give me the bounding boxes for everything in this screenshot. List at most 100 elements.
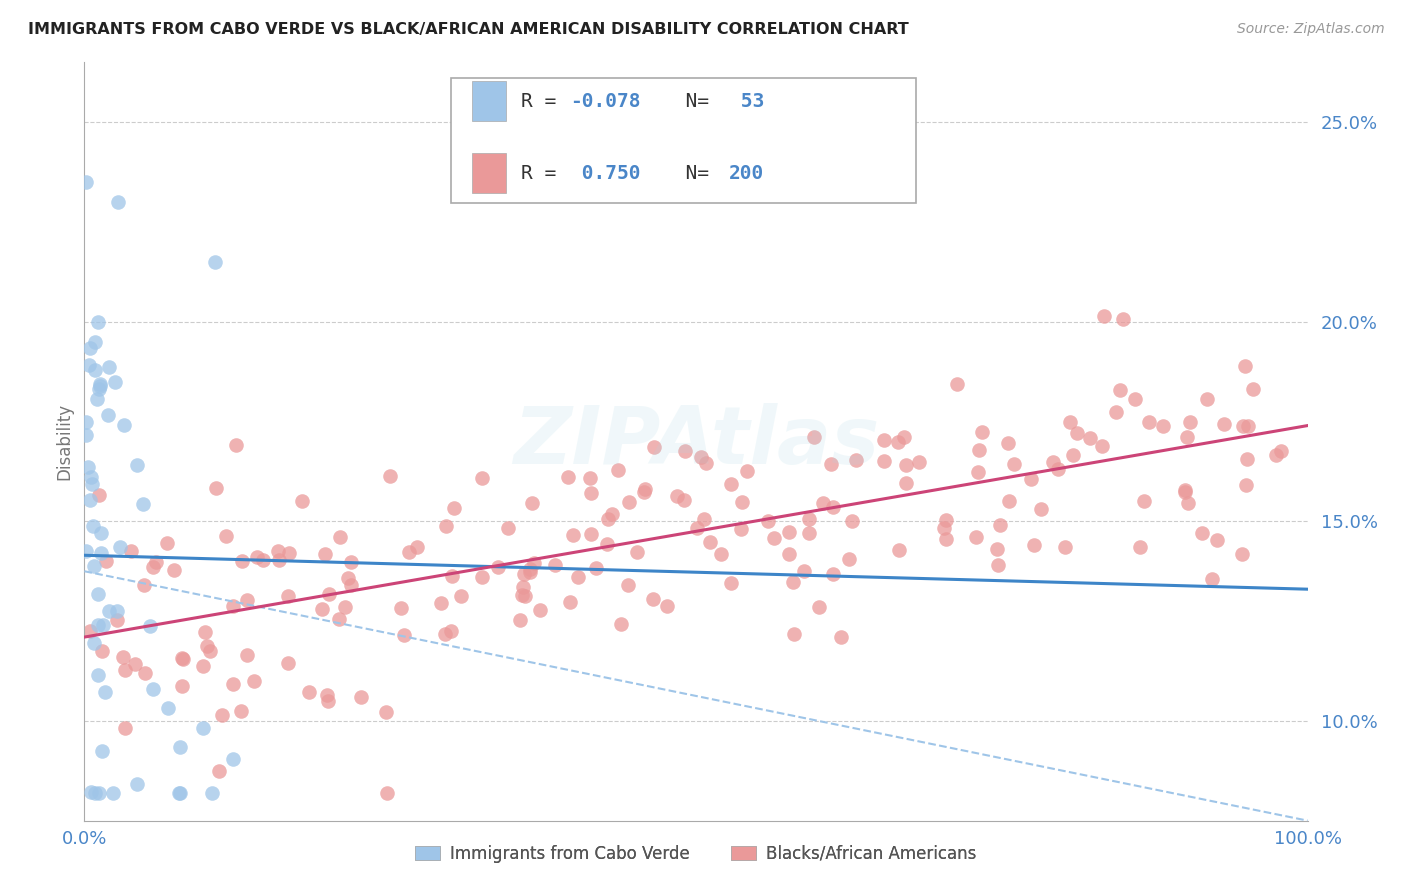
- Point: [1234, 359, 1257, 373]
- Point: [1029, 502, 1052, 516]
- Point: [935, 532, 957, 546]
- Point: [235, 592, 257, 607]
- Point: [79, 342, 101, 356]
- Point: [1152, 418, 1174, 433]
- Point: [142, 559, 165, 574]
- Point: [986, 541, 1008, 556]
- Point: [222, 599, 245, 614]
- Point: [328, 612, 350, 626]
- Point: [134, 665, 156, 680]
- Legend: Immigrants from Cabo Verde, Blacks/African Americans: Immigrants from Cabo Verde, Blacks/Afric…: [408, 838, 984, 869]
- Point: [1201, 572, 1223, 586]
- Point: [145, 555, 167, 569]
- Point: [820, 458, 842, 472]
- Point: [83, 636, 105, 650]
- Text: IMMIGRANTS FROM CABO VERDE VS BLACK/AFRICAN AMERICAN DISABILITY CORRELATION CHAR: IMMIGRANTS FROM CABO VERDE VS BLACK/AFRI…: [28, 22, 908, 37]
- Point: [86, 668, 108, 682]
- Point: [972, 425, 994, 439]
- Point: [277, 545, 299, 559]
- Point: [567, 570, 589, 584]
- Point: [581, 526, 603, 541]
- Point: [392, 628, 415, 642]
- Point: [799, 512, 821, 526]
- Point: [90, 526, 112, 541]
- Point: [1091, 439, 1114, 453]
- Point: [90, 545, 112, 559]
- Text: N=: N=: [662, 163, 720, 183]
- Point: [378, 468, 401, 483]
- Point: [997, 436, 1019, 450]
- Point: [1137, 416, 1160, 430]
- Point: [1042, 455, 1064, 469]
- Point: [83, 334, 105, 349]
- Point: [89, 377, 111, 392]
- Point: [1241, 382, 1264, 396]
- Point: [600, 507, 623, 521]
- Point: [93, 685, 115, 699]
- Point: [1111, 311, 1133, 326]
- Text: R =: R =: [522, 92, 568, 111]
- Point: [1191, 525, 1213, 540]
- Point: [617, 577, 640, 591]
- Point: [1105, 404, 1128, 418]
- Point: [222, 677, 245, 691]
- Point: [887, 542, 910, 557]
- Point: [557, 470, 579, 484]
- Point: [267, 552, 290, 566]
- Point: [87, 786, 110, 800]
- Point: [91, 618, 114, 632]
- Point: [673, 443, 696, 458]
- Point: [87, 587, 110, 601]
- Point: [471, 471, 494, 485]
- Point: [1237, 418, 1260, 433]
- Point: [107, 195, 129, 210]
- Point: [215, 529, 238, 543]
- Point: [471, 570, 494, 584]
- Point: [375, 786, 398, 800]
- Point: [1053, 540, 1076, 554]
- Point: [579, 471, 602, 485]
- Point: [633, 482, 655, 496]
- Point: [89, 378, 111, 392]
- Point: [97, 360, 120, 375]
- Point: [191, 659, 214, 673]
- Point: [1264, 448, 1286, 462]
- Text: N=: N=: [662, 92, 720, 111]
- Point: [86, 392, 108, 406]
- Point: [967, 443, 990, 458]
- Point: [87, 488, 110, 502]
- Point: [720, 575, 742, 590]
- Point: [807, 599, 830, 614]
- FancyBboxPatch shape: [472, 81, 506, 120]
- Point: [112, 418, 135, 433]
- Point: [83, 786, 105, 800]
- Point: [1232, 419, 1254, 434]
- Point: [520, 496, 543, 510]
- Point: [1270, 443, 1292, 458]
- Point: [585, 561, 607, 575]
- Point: [127, 777, 149, 791]
- Point: [86, 315, 108, 329]
- Point: [225, 438, 247, 452]
- Point: [114, 721, 136, 735]
- Text: R =: R =: [522, 163, 568, 183]
- Point: [163, 563, 186, 577]
- Point: [1066, 426, 1088, 441]
- Point: [1213, 417, 1236, 431]
- Point: [98, 604, 121, 618]
- Point: [80, 469, 103, 483]
- Point: [512, 581, 534, 595]
- Point: [167, 786, 190, 800]
- Text: Source: ZipAtlas.com: Source: ZipAtlas.com: [1237, 22, 1385, 37]
- Point: [236, 648, 259, 662]
- Point: [626, 545, 648, 559]
- Point: [195, 640, 218, 654]
- Point: [1175, 429, 1198, 443]
- Point: [84, 362, 107, 376]
- Point: [87, 618, 110, 632]
- Point: [872, 454, 894, 468]
- Point: [1195, 392, 1218, 407]
- Point: [75, 427, 97, 442]
- Point: [607, 463, 630, 477]
- Point: [277, 589, 299, 603]
